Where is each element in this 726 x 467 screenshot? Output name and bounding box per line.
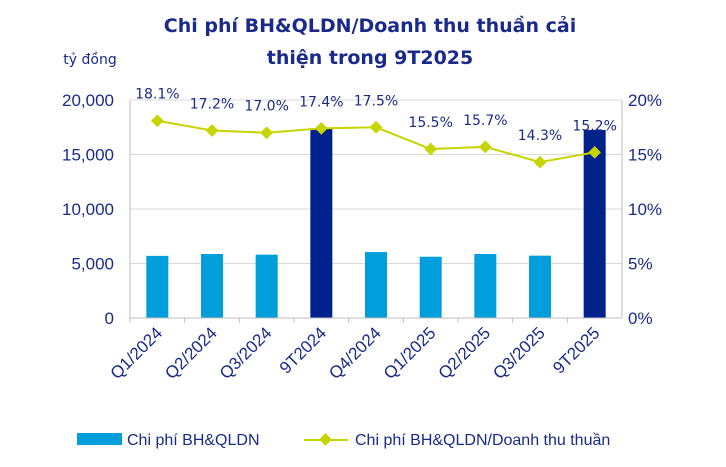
ratio-point	[533, 155, 547, 169]
ratio-point	[260, 126, 274, 140]
ratio-point	[150, 114, 164, 128]
data-label: 15.2%	[572, 118, 616, 134]
bar-9T2024	[310, 128, 333, 318]
x-tick-label: Q1/2024	[107, 323, 167, 383]
legend: Chi phí BH&QLDN Chi phí BH&QLDN/Doanh th…	[77, 432, 610, 449]
x-tick-label: Q3/2025	[489, 323, 549, 383]
bar-Q1/2025	[419, 256, 442, 318]
left-tick-label: 15,000	[62, 146, 114, 165]
x-tick-label: Q1/2025	[380, 323, 440, 383]
x-tick-label: Q3/2024	[216, 323, 276, 383]
chart-title-line-2: thiện trong 9T2025	[267, 47, 473, 69]
bar-Q2/2024	[201, 254, 223, 318]
x-tick-label: 9T2024	[276, 323, 330, 377]
y-axis-unit-label: tỷ đồng	[63, 51, 116, 68]
x-tick-label: Q4/2024	[325, 323, 385, 383]
chart-title-line-1: Chi phí BH&QLDN/Doanh thu thuần cải	[164, 14, 576, 37]
x-tick-label: Q2/2025	[435, 323, 495, 383]
ratio-point	[314, 121, 328, 135]
data-label: 17.5%	[354, 93, 398, 109]
ratio-point	[424, 142, 438, 156]
legend-diamond-marker	[319, 433, 332, 446]
left-tick-label: 5,000	[71, 255, 114, 274]
bar-Q3/2024	[255, 254, 278, 318]
right-tick-label: 10%	[628, 200, 662, 219]
left-tick-label: 0	[105, 309, 114, 328]
data-label: 17.2%	[190, 97, 234, 113]
left-tick-label: 10,000	[62, 200, 114, 219]
bar-Q3/2025	[529, 255, 551, 318]
x-tick-label: 9T2025	[549, 323, 603, 377]
ratio-point	[478, 140, 492, 154]
bar-Q2/2025	[474, 254, 497, 318]
data-label: 14.3%	[518, 128, 562, 144]
legend-label-bar: Chi phí BH&QLDN	[127, 432, 260, 449]
bar-9T2025	[583, 129, 606, 318]
data-label: 15.7%	[463, 113, 507, 129]
data-label: 18.1%	[135, 87, 179, 103]
data-label: 17.4%	[299, 94, 343, 110]
bar-Q1/2024	[146, 255, 169, 318]
x-tick-label: Q2/2024	[161, 323, 221, 383]
legend-bar-swatch	[77, 433, 122, 445]
data-label: 15.5%	[408, 115, 452, 131]
ratio-point	[369, 120, 383, 134]
data-label: 17.0%	[244, 99, 288, 115]
ratio-point	[205, 124, 219, 137]
left-tick-label: 20,000	[62, 91, 114, 110]
right-tick-label: 5%	[628, 255, 653, 274]
bar-Q4/2024	[365, 252, 387, 318]
right-tick-label: 0%	[628, 309, 653, 328]
right-tick-label: 20%	[628, 91, 662, 110]
legend-label-line: Chi phí BH&QLDN/Doanh thu thuần	[355, 432, 610, 449]
right-tick-label: 15%	[628, 146, 662, 165]
